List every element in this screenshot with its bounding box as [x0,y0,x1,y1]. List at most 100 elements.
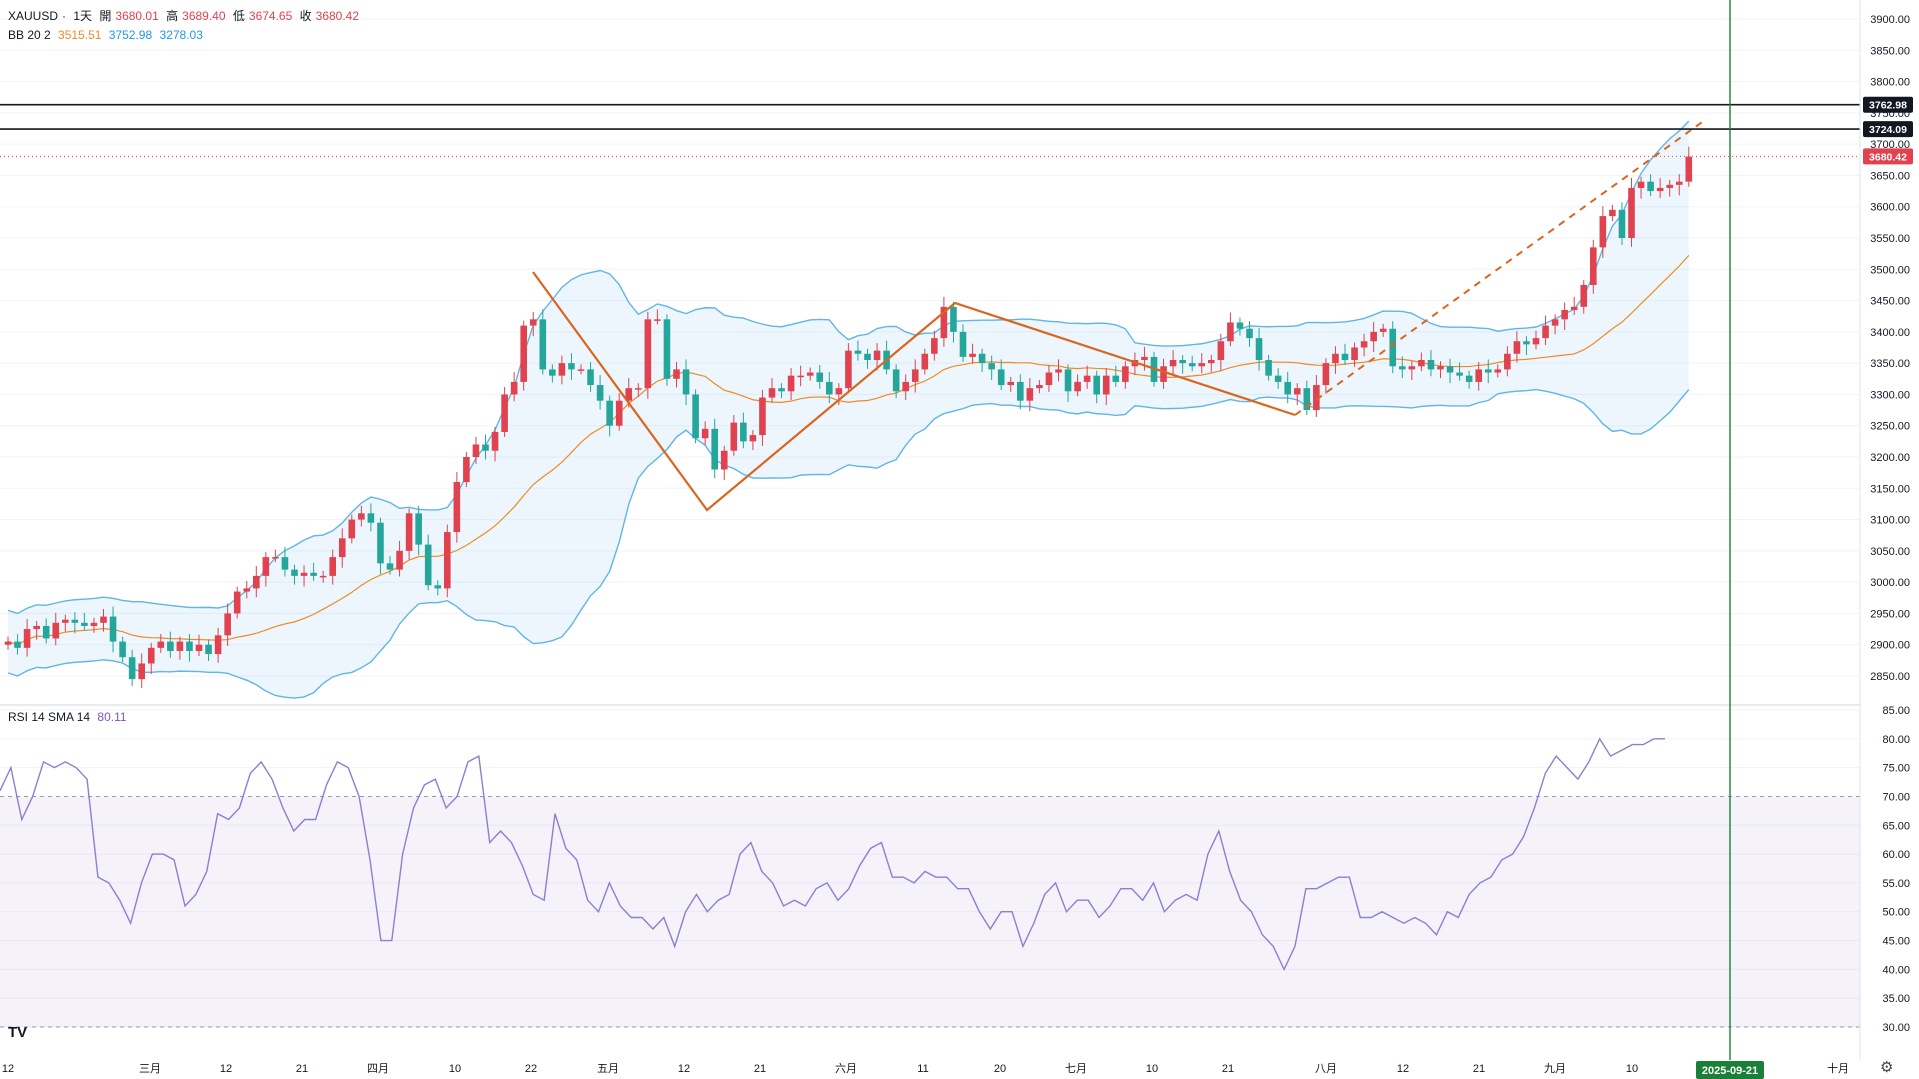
candle [42,625,50,639]
open-label: 開 [99,9,112,23]
rsi-tick-label: 30.00 [1882,1022,1910,1034]
price-axis[interactable]: 2850.00 2900.00 2950.00 3000.00 3050.00 3100.… [1870,14,1910,683]
time-tick-label: 10 [1146,1063,1158,1075]
candle [1484,369,1492,373]
candle [759,397,766,436]
candle [997,369,1005,386]
candle [1609,209,1616,217]
candle [138,663,145,680]
tradingview-logo-icon[interactable]: TV [8,1024,28,1041]
interval-label[interactable]: 1天 [73,9,93,23]
level-badge-bg [1863,121,1913,138]
candle [62,619,69,623]
candle [1083,375,1091,382]
price-tick-label: 3600.00 [1870,202,1910,214]
axis-badges: 3762.98 3724.09 3680.42 2025-09-21 [1696,96,1913,1079]
candle [319,575,327,578]
candle [978,353,986,364]
candle [520,325,527,382]
candle [1179,360,1186,364]
candle [291,569,298,576]
time-axis[interactable]: 12 三月 12 21 四月 10 22 五月 12 21 六月 11 20 七月 10 21 八月 12 21 九月… [2,1061,1849,1075]
candle [539,319,547,370]
candle [1217,341,1225,361]
price-tick-label: 3450.00 [1870,296,1910,308]
time-tick-label: 21 [296,1063,308,1075]
candle [510,381,518,395]
candle [482,444,489,451]
time-tick-label: 七月 [1065,1062,1087,1075]
candle [673,369,680,379]
candle [396,550,403,570]
candle [90,622,98,626]
candle [377,522,384,564]
candle [262,557,270,576]
candle [1303,388,1311,411]
candle [1074,381,1081,392]
time-tick-label: 三月 [139,1063,161,1075]
candle [14,641,21,648]
horizontal-levels[interactable] [0,103,1860,1028]
high-value: 3689.40 [182,9,226,23]
candle [635,388,642,390]
pattern-drawing[interactable] [532,119,1706,512]
candle [348,519,356,539]
high-label: 高 [166,9,179,23]
time-tick-label: 10 [1626,1063,1638,1075]
candle [1446,366,1454,373]
price-tick-label: 3650.00 [1870,170,1910,182]
time-tick-label: 21 [754,1063,766,1075]
rsi-tick-label: 55.00 [1882,878,1910,890]
candle [1007,381,1015,386]
price-tick-label: 2850.00 [1870,671,1910,683]
candle [501,394,508,432]
candle [1322,363,1330,386]
bollinger-mid-line [7,254,1690,646]
candle [1313,385,1320,411]
candle [778,388,785,392]
bb-upper-value: 3752.98 [108,28,153,42]
gear-icon[interactable]: ⚙ [1880,1059,1894,1076]
candle [845,350,852,389]
candle [1580,284,1588,307]
price-tick-label: 3350.00 [1870,358,1910,370]
candle [711,428,718,470]
candle [33,625,40,630]
price-tick-label: 3000.00 [1870,577,1910,589]
candle [1351,347,1358,361]
rsi-legend[interactable]: RSI 14 SMA 14 80.11 [8,710,131,724]
bb-legend[interactable]: BB 20 2 3515.51 3752.98 3278.03 [8,28,207,42]
candle [873,350,881,361]
rsi-tick-label: 75.00 [1882,763,1910,775]
candle [1685,156,1693,182]
bollinger-lower-line [7,388,1690,699]
time-tick-label: 12 [220,1063,232,1075]
candle [682,369,690,395]
candle [243,588,251,592]
time-tick-label: 五月 [597,1063,619,1075]
time-tick-label: 八月 [1315,1063,1337,1075]
time-tick-label: 20 [994,1063,1006,1075]
candle [1370,331,1377,342]
time-tick-label: 九月 [1544,1062,1566,1075]
candle [4,641,12,645]
rsi-tick-label: 80.00 [1882,734,1910,746]
symbol-label[interactable]: XAUUSD [8,9,59,23]
date-badge: 2025-09-21 [1702,1065,1758,1077]
candle [577,369,585,371]
low-value: 3674.65 [248,9,293,23]
rsi-axis[interactable]: 30.00 35.00 40.00 45.00 50.00 55.00 60.00 65.00… [1882,705,1910,1034]
candle [549,369,556,376]
candle [367,513,375,523]
candle [806,372,814,376]
candle [1656,187,1664,192]
candle [701,428,709,439]
candle [472,444,480,457]
candle [1284,381,1291,395]
rsi-tick-label: 45.00 [1882,936,1910,948]
candle [1542,325,1549,339]
candle [253,575,260,589]
candle [1055,369,1062,373]
